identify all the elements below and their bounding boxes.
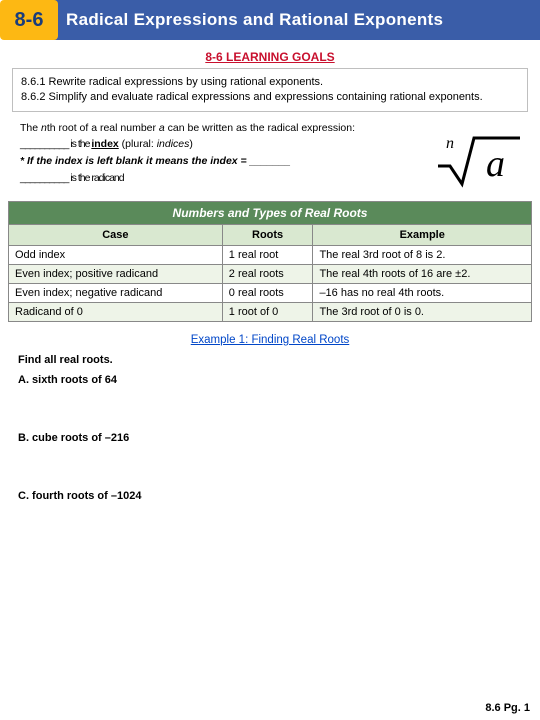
table-cell: The real 3rd root of 8 is 2. — [313, 245, 532, 264]
example-item: A. sixth roots of 64 — [18, 374, 522, 386]
table-title: Numbers and Types of Real Roots — [9, 201, 532, 224]
goal-item: 8.6.1 Rewrite radical expressions by usi… — [21, 75, 519, 90]
radical-expression: n a — [432, 124, 522, 194]
table-cell: Even index; positive radicand — [9, 264, 223, 283]
radical-index: n — [446, 135, 454, 152]
example-item: B. cube roots of –216 — [18, 432, 522, 444]
radical-radicand: a — [486, 143, 505, 185]
section-number: 8-6 — [0, 0, 58, 40]
table-cell: 0 real roots — [222, 283, 313, 302]
table-cell: –16 has no real 4th roots. — [313, 283, 532, 302]
intro-text: The nth root of a real number a can be w… — [20, 120, 520, 187]
table-cell: Even index; negative radicand — [9, 283, 223, 302]
roots-table-wrap: Numbers and Types of Real Roots Case Roo… — [8, 201, 532, 322]
example-heading: Find all real roots. — [18, 354, 522, 366]
page-header: 8-6 Radical Expressions and Rational Exp… — [0, 0, 540, 40]
page-title: Radical Expressions and Rational Exponen… — [54, 0, 540, 40]
goal-item: 8.6.2 Simplify and evaluate radical expr… — [21, 90, 519, 105]
table-col: Roots — [222, 224, 313, 245]
example-body: Find all real roots. A. sixth roots of 6… — [18, 354, 522, 502]
example-title: Example 1: Finding Real Roots — [0, 334, 540, 346]
table-cell: Radicand of 0 — [9, 302, 223, 321]
table-cell: The 3rd root of 0 is 0. — [313, 302, 532, 321]
table-cell: Odd index — [9, 245, 223, 264]
table-cell: The real 4th roots of 16 are ±2. — [313, 264, 532, 283]
table-col: Case — [9, 224, 223, 245]
goals-box: 8.6.1 Rewrite radical expressions by usi… — [12, 68, 528, 112]
roots-table: Numbers and Types of Real Roots Case Roo… — [8, 201, 532, 322]
page-footer: 8.6 Pg. 1 — [485, 702, 530, 714]
table-col: Example — [313, 224, 532, 245]
table-cell: 2 real roots — [222, 264, 313, 283]
table-cell: 1 real root — [222, 245, 313, 264]
example-item: C. fourth roots of –1024 — [18, 490, 522, 502]
table-cell: 1 root of 0 — [222, 302, 313, 321]
goals-heading: 8-6 LEARNING GOALS — [0, 50, 540, 64]
